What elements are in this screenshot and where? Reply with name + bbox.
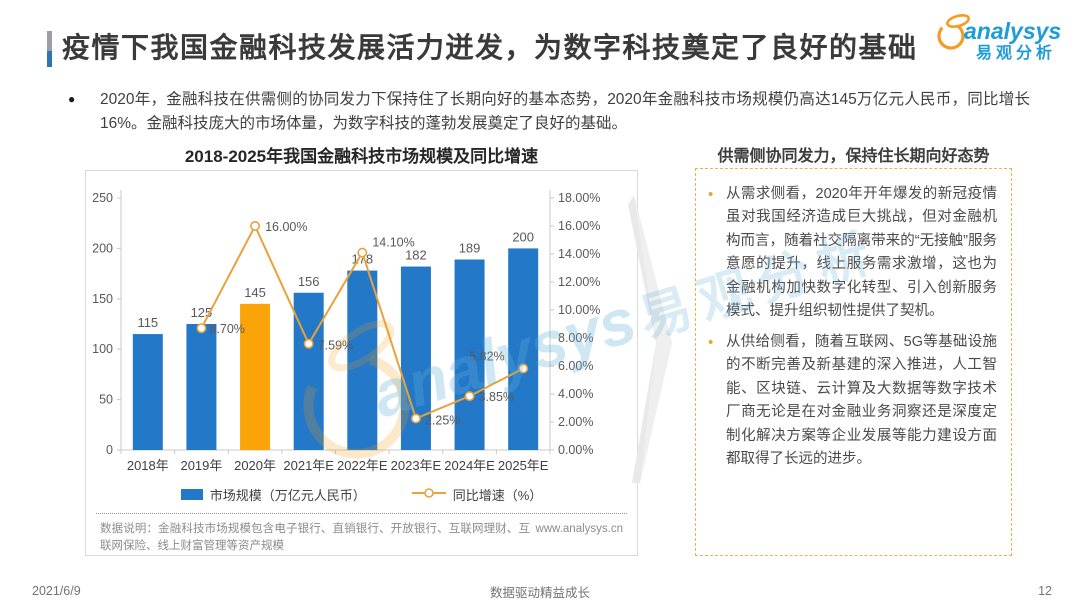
source-url[interactable]: www.analysys.cn — [535, 523, 623, 535]
intro-paragraph: ● 2020年，金融科技在供需侧的协同发力下保持住了长期向好的基本态势，2020… — [68, 88, 1030, 136]
legend-line-label: 同比增速（%） — [452, 487, 543, 503]
bullet-icon: ● — [68, 92, 76, 106]
logo-swirl-icon — [934, 12, 974, 61]
panel-title: 供需侧协同发力，保持住长期向好态势 — [717, 148, 990, 165]
svg-text:10.00%: 10.00% — [558, 303, 600, 317]
svg-text:2021年E: 2021年E — [283, 458, 334, 473]
svg-text:12.00%: 12.00% — [558, 275, 600, 289]
list-item: • 从需求侧看，2020年开年爆发的新冠疫情虽对我国经济造成巨大挑战，但对金融机… — [708, 183, 997, 324]
svg-text:4.00%: 4.00% — [558, 387, 593, 401]
chart-footnote: 数据说明：金融科技市场规模包含电子银行、直销银行、开放银行、互联网理财、互联网保… — [96, 513, 627, 556]
legend-item-line: 同比增速（%） — [411, 485, 543, 504]
svg-text:6.00%: 6.00% — [558, 359, 593, 373]
footer-slogan: 数据驱动精益成长 — [489, 585, 590, 600]
svg-text:50: 50 — [99, 393, 113, 407]
svg-text:2020年: 2020年 — [234, 458, 276, 473]
svg-text:14.10%: 14.10% — [372, 236, 414, 250]
svg-text:145: 145 — [244, 285, 266, 300]
svg-text:250: 250 — [92, 191, 113, 205]
svg-text:2024年E: 2024年E — [444, 458, 495, 473]
svg-text:182: 182 — [405, 248, 427, 263]
svg-text:2.00%: 2.00% — [558, 415, 593, 429]
svg-text:200: 200 — [512, 229, 534, 244]
right-arrow-shape — [626, 193, 676, 483]
combo-chart: 0 50 100 150 200 250 0.00% 2.00% 4.00% 6.00% 8.00%… — [92, 190, 600, 473]
chart-title: 2018-2025年我国金融科技市场规模及同比增速 — [184, 147, 539, 166]
title-accent-bar — [47, 31, 52, 67]
page-title: 疫情下我国金融科技发展活力迸发，为数字科技奠定了良好的基础 — [62, 32, 918, 63]
bar-swatch-icon — [180, 488, 203, 500]
svg-text:156: 156 — [298, 274, 320, 289]
analysys-logo: analysys 易观分析 — [934, 12, 1064, 70]
svg-text:8.00%: 8.00% — [558, 331, 593, 345]
svg-text:2025年E: 2025年E — [498, 458, 549, 473]
svg-text:150: 150 — [92, 292, 113, 306]
svg-text:200: 200 — [92, 241, 113, 255]
svg-text:7.59%: 7.59% — [318, 339, 353, 353]
svg-text:0.00%: 0.00% — [558, 443, 593, 457]
supply-side-text: 从供给侧看，随着互联网、5G等基础设施的不断完善及新基建的深入推进，人工智能、区… — [726, 333, 997, 468]
svg-text:2018年: 2018年 — [127, 458, 169, 473]
bullet-icon: • — [708, 333, 714, 351]
insight-panel: • 从需求侧看，2020年开年爆发的新冠疫情虽对我国经济造成巨大挑战，但对金融机… — [695, 168, 1012, 556]
logo-cn-name: 易观分析 — [976, 45, 1057, 62]
svg-text:0: 0 — [106, 443, 113, 457]
logo-wordmark: analysys — [964, 18, 1062, 44]
svg-text:3.85%: 3.85% — [479, 390, 514, 404]
legend-bar-label: 市场规模（万亿元人民币） — [209, 487, 366, 503]
svg-text:18.00%: 18.00% — [558, 191, 600, 205]
svg-text:189: 189 — [459, 240, 481, 255]
svg-text:14.00%: 14.00% — [558, 247, 600, 261]
svg-text:2019年: 2019年 — [180, 458, 222, 473]
svg-text:115: 115 — [137, 315, 158, 330]
bullet-icon: • — [708, 186, 714, 203]
chart-card: 0 50 100 150 200 250 0.00% 2.00% 4.00% 6.00% 8.00%… — [85, 170, 638, 556]
page-number: 12 — [1038, 584, 1052, 598]
demand-side-text: 从需求侧看，2020年开年爆发的新冠疫情虽对我国经济造成巨大挑战，但对金融机构而… — [726, 186, 997, 320]
data-note: 数据说明：金融科技市场规模包含电子银行、直销银行、开放银行、互联网理财、互联网保… — [100, 523, 530, 553]
slide-footer: 2021/6/9 数据驱动精益成长 12 — [0, 574, 1080, 608]
svg-text:5.82%: 5.82% — [469, 350, 504, 364]
svg-text:8.70%: 8.70% — [209, 322, 244, 336]
svg-text:2022年E: 2022年E — [337, 458, 388, 473]
svg-text:16.00%: 16.00% — [265, 220, 307, 234]
intro-text: 2020年，金融科技在供需侧的协同发力下保持住了长期向好的基本态势，2020年金… — [100, 91, 1030, 133]
svg-text:2023年E: 2023年E — [391, 458, 442, 473]
line-swatch-icon — [411, 487, 446, 502]
chart-legend: 市场规模（万亿元人民币） 同比增速（%） — [86, 481, 637, 507]
list-item: • 从供给侧看，随着互联网、5G等基础设施的不断完善及新基建的深入推进，人工智能… — [708, 331, 997, 472]
svg-text:2.25%: 2.25% — [425, 414, 460, 428]
svg-text:16.00%: 16.00% — [558, 219, 600, 233]
footer-date: 2021/6/9 — [32, 584, 81, 598]
svg-text:100: 100 — [92, 342, 113, 356]
legend-item-bar: 市场规模（万亿元人民币） — [180, 485, 366, 504]
